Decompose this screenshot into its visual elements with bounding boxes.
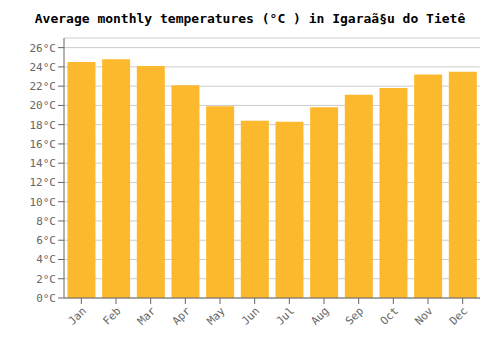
svg-text:Mar: Mar xyxy=(135,304,159,328)
svg-text:20°C: 20°C xyxy=(30,99,57,112)
svg-text:24°C: 24°C xyxy=(30,61,57,74)
svg-text:Jan: Jan xyxy=(66,304,89,327)
svg-text:0°C: 0°C xyxy=(36,292,56,305)
svg-text:2°C: 2°C xyxy=(36,273,56,286)
svg-text:Feb: Feb xyxy=(100,304,123,327)
svg-text:Jun: Jun xyxy=(239,304,262,327)
svg-text:16°C: 16°C xyxy=(30,138,57,151)
svg-text:Apr: Apr xyxy=(170,304,194,328)
svg-text:26°C: 26°C xyxy=(30,42,57,55)
svg-text:Oct: Oct xyxy=(378,304,401,327)
svg-text:Nov: Nov xyxy=(412,304,436,328)
svg-text:6°C: 6°C xyxy=(36,234,56,247)
html-text:Average monthly temperatures (: Average monthly temperatures (°C ) in Ig… xyxy=(34,11,466,26)
svg-text:18°C: 18°C xyxy=(30,119,57,132)
svg-text:May: May xyxy=(204,304,228,328)
svg-text:Aug: Aug xyxy=(308,304,331,327)
svg-text:Jul: Jul xyxy=(274,304,297,327)
svg-text:Dec: Dec xyxy=(447,304,470,327)
svg-text:14°C: 14°C xyxy=(30,157,57,170)
svg-text:10°C: 10°C xyxy=(30,196,57,209)
svg-text:Sep: Sep xyxy=(343,304,366,327)
svg-text:8°C: 8°C xyxy=(36,215,56,228)
svg-text:12°C: 12°C xyxy=(30,176,57,189)
svg-text:4°C: 4°C xyxy=(36,253,56,266)
svg-text:22°C: 22°C xyxy=(30,80,57,93)
